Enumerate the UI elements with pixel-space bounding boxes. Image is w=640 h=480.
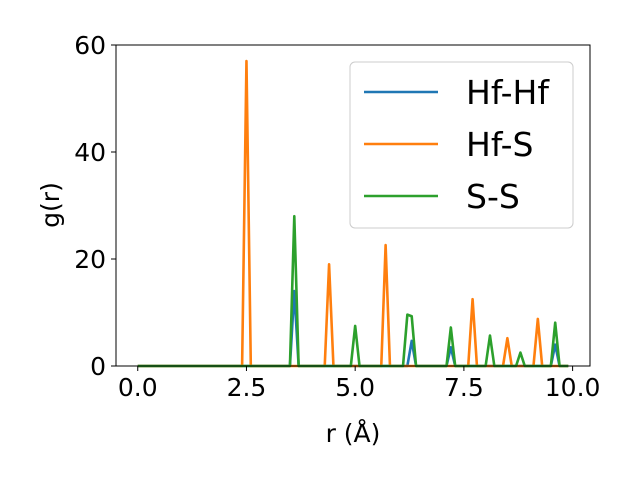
plot-area	[115, 44, 591, 368]
y-axis-label: g(r)	[36, 182, 65, 228]
y-tick-label: 40	[74, 138, 106, 167]
legend: Hf-Hf Hf-S S-S	[349, 61, 574, 229]
legend-label: Hf-Hf	[466, 73, 550, 112]
y-tick-label: 60	[74, 31, 106, 60]
x-tick-label: 2.5	[227, 373, 267, 402]
legend-label: Hf-S	[466, 125, 533, 164]
legend-label: S-S	[466, 177, 520, 216]
axis-ticks: 0.0 2.5 5.0 7.5 10.0 0 20 40 60	[74, 31, 600, 402]
plot-frame	[115, 44, 591, 367]
series-line-s-s	[137, 214, 569, 368]
x-tick-label: 5.0	[335, 373, 375, 402]
y-tick-label: 0	[90, 352, 106, 381]
y-tick-label: 20	[74, 245, 106, 274]
x-tick-label: 10.0	[545, 373, 601, 402]
legend-box	[349, 61, 574, 229]
x-tick-label: 0.0	[118, 373, 158, 402]
x-axis-label: r (Å)	[326, 419, 381, 448]
x-tick-label: 7.5	[444, 373, 484, 402]
